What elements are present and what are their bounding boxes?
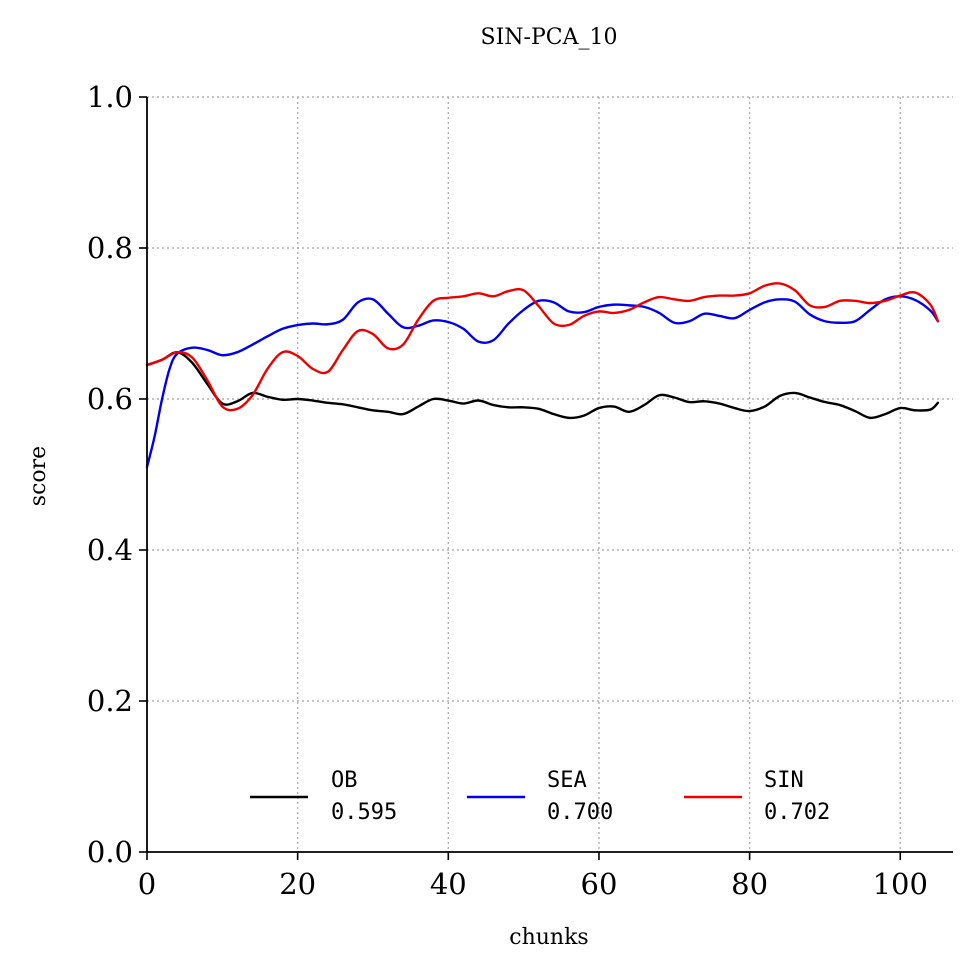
legend-value-sin: 0.702 bbox=[764, 800, 830, 825]
y-axis-label: score bbox=[26, 446, 51, 506]
legend-value-ob: 0.595 bbox=[331, 800, 397, 825]
axes bbox=[146, 97, 953, 853]
y-tick-label-5: 1.0 bbox=[87, 80, 133, 114]
x-tick-label-2: 40 bbox=[430, 867, 467, 901]
legend-label-sin: SIN bbox=[764, 768, 804, 793]
x-tick-label-3: 60 bbox=[581, 867, 618, 901]
legend-item-ob: OB 0.595 bbox=[250, 768, 397, 825]
legend: OB 0.595 SEA 0.700 SIN 0.702 bbox=[250, 768, 830, 825]
x-tick-label-5: 100 bbox=[873, 867, 928, 901]
x-axis-label: chunks bbox=[509, 925, 588, 950]
legend-item-sea: SEA 0.700 bbox=[467, 768, 613, 825]
y-tick-label-2: 0.4 bbox=[87, 533, 133, 567]
x-tick-label-0: 0 bbox=[138, 867, 156, 901]
legend-item-sin: SIN 0.702 bbox=[684, 768, 830, 825]
y-tick-label-1: 0.2 bbox=[87, 684, 133, 718]
series-line-sea bbox=[145, 295, 940, 469]
series-line-sin bbox=[145, 282, 940, 412]
y-tick-label-0: 0.0 bbox=[87, 835, 133, 869]
legend-label-sea: SEA bbox=[547, 768, 587, 793]
y-tick-label-3: 0.6 bbox=[87, 382, 133, 416]
series-layer bbox=[145, 282, 940, 469]
chart-title: SIN-PCA_10 bbox=[481, 25, 618, 50]
legend-value-sea: 0.700 bbox=[547, 800, 613, 825]
x-tick-label-1: 20 bbox=[279, 867, 316, 901]
x-tick-label-4: 80 bbox=[731, 867, 768, 901]
y-tick-label-4: 0.8 bbox=[87, 231, 133, 265]
legend-label-ob: OB bbox=[331, 768, 358, 793]
ticks: 0 20 40 60 80 100 0.0 0.2 0.4 0.6 0.8 1.0 bbox=[87, 80, 928, 901]
series-line-ob bbox=[145, 350, 940, 420]
